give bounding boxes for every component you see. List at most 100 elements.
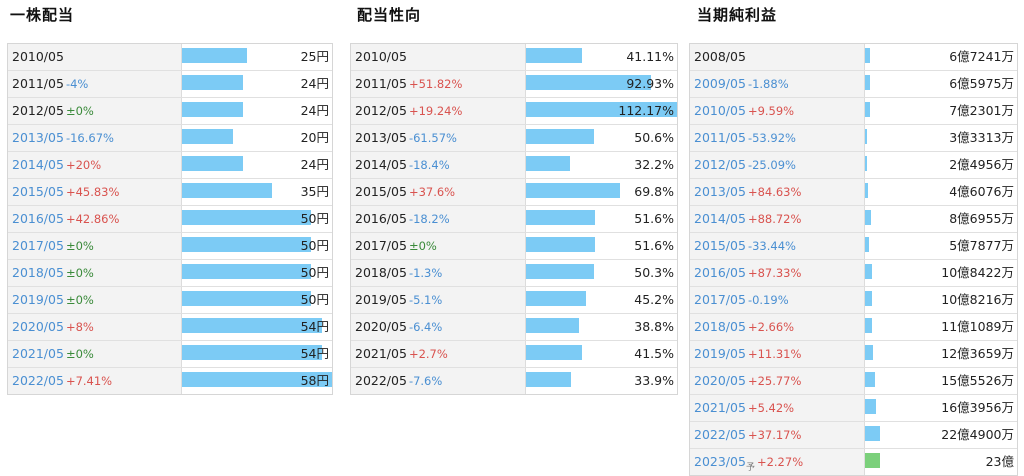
row-label: 2013/05 +84.63% <box>690 179 865 205</box>
year-link[interactable]: 2013/05 <box>12 130 64 145</box>
change-percent: +37.17% <box>747 428 802 442</box>
value-text: 69.8% <box>634 184 674 199</box>
year-link[interactable]: 2016/05 <box>12 211 64 226</box>
change-percent: +2.7% <box>408 347 448 361</box>
value-cell: 24円 <box>182 152 332 178</box>
table-row: 2021/05 +5.42% 16億3956万 <box>690 395 1017 422</box>
value-cell: 38.8% <box>526 314 677 340</box>
table-row: 2021/05 +2.7% 41.5% <box>351 341 677 368</box>
value-cell: 8億6955万 <box>865 206 1017 232</box>
value-text: 12億3659万 <box>941 346 1014 361</box>
value-bar <box>865 75 870 90</box>
value-text: 50円 <box>300 211 329 226</box>
row-label: 2016/05 -18.2% <box>351 206 526 232</box>
table-row: 2014/05 +88.72% 8億6955万 <box>690 206 1017 233</box>
year-link[interactable]: 2016/05 <box>694 265 746 280</box>
table-row: 2016/05 -18.2% 51.6% <box>351 206 677 233</box>
change-percent: +9.59% <box>747 104 795 118</box>
value-cell: 11億1089万 <box>865 314 1017 340</box>
change-percent: +11.31% <box>747 347 802 361</box>
year-link[interactable]: 2017/05 <box>694 292 746 307</box>
year-link[interactable]: 2010/05 <box>694 103 746 118</box>
year-link[interactable]: 2023/05 <box>694 454 746 469</box>
table-row: 2020/05 +25.77% 15億5526万 <box>690 368 1017 395</box>
year-link[interactable]: 2014/05 <box>694 211 746 226</box>
table-row: 2012/05 ±0% 24円 <box>8 98 332 125</box>
row-label: 2009/05 -1.88% <box>690 71 865 97</box>
value-cell: 5億7877万 <box>865 233 1017 259</box>
year-link[interactable]: 2012/05 <box>694 157 746 172</box>
value-cell: 24円 <box>182 71 332 97</box>
change-percent: ±0% <box>65 293 94 307</box>
table-row: 2019/05 -5.1% 45.2% <box>351 287 677 314</box>
value-bar <box>865 264 872 279</box>
value-cell: 4億6076万 <box>865 179 1017 205</box>
value-text: 50.3% <box>634 265 674 280</box>
year-link[interactable]: 2011/05 <box>694 130 746 145</box>
row-label: 2015/05 -33.44% <box>690 233 865 259</box>
year-link[interactable]: 2018/05 <box>694 319 746 334</box>
value-cell: 69.8% <box>526 179 677 205</box>
value-text: 6億7241万 <box>949 49 1014 64</box>
year-link[interactable]: 2017/05 <box>12 238 64 253</box>
value-cell: 58円 <box>182 368 332 394</box>
year-link[interactable]: 2022/05 <box>12 373 64 388</box>
value-bar <box>182 318 322 333</box>
value-bar <box>865 102 870 117</box>
value-text: 58円 <box>300 373 329 388</box>
year-link[interactable]: 2019/05 <box>694 346 746 361</box>
value-cell: 50円 <box>182 233 332 259</box>
value-cell: 12億3659万 <box>865 341 1017 367</box>
value-text: 7億2301万 <box>949 103 1014 118</box>
year-link[interactable]: 2015/05 <box>12 184 64 199</box>
year-link[interactable]: 2014/05 <box>12 157 64 172</box>
row-label: 2020/05 -6.4% <box>351 314 526 340</box>
year-link[interactable]: 2015/05 <box>694 238 746 253</box>
payout-title: 配当性向 <box>357 6 422 24</box>
value-text: 24円 <box>300 76 329 91</box>
year-label: 2010/05 <box>355 49 407 64</box>
value-text: 5億7877万 <box>949 238 1014 253</box>
value-cell: 20円 <box>182 125 332 151</box>
year-link[interactable]: 2018/05 <box>12 265 64 280</box>
year-link[interactable]: 2020/05 <box>12 319 64 334</box>
value-text: 4億6076万 <box>949 184 1014 199</box>
value-text: 16億3956万 <box>941 400 1014 415</box>
change-percent: -4% <box>65 77 89 91</box>
value-text: 3億3313万 <box>949 130 1014 145</box>
value-bar <box>182 264 311 279</box>
value-text: 24円 <box>300 157 329 172</box>
year-link[interactable]: 2021/05 <box>694 400 746 415</box>
year-link[interactable]: 2013/05 <box>694 184 746 199</box>
change-percent: +20% <box>65 158 102 172</box>
value-text: 41.5% <box>634 346 674 361</box>
change-percent: +19.24% <box>408 104 463 118</box>
change-percent: ±0% <box>65 104 94 118</box>
year-link[interactable]: 2021/05 <box>12 346 64 361</box>
value-cell: 3億3313万 <box>865 125 1017 151</box>
table-row: 2012/05 -25.09% 2億4956万 <box>690 152 1017 179</box>
payout-table: 2010/05 41.11% 2011/05 +51.82% 92.93% 2012/05… <box>350 43 678 395</box>
year-link[interactable]: 2009/05 <box>694 76 746 91</box>
year-link[interactable]: 2020/05 <box>694 373 746 388</box>
value-bar <box>865 129 867 144</box>
year-link[interactable]: 2022/05 <box>694 427 746 442</box>
table-row: 2018/05 ±0% 50円 <box>8 260 332 287</box>
change-percent: +25.77% <box>747 374 802 388</box>
value-cell: 41.5% <box>526 341 677 367</box>
value-cell: 15億5526万 <box>865 368 1017 394</box>
value-cell: 6億5975万 <box>865 71 1017 97</box>
row-label: 2013/05 -16.67% <box>8 125 182 151</box>
value-text: 32.2% <box>634 157 674 172</box>
year-label: 2021/05 <box>355 346 407 361</box>
table-row: 2014/05 -18.4% 32.2% <box>351 152 677 179</box>
value-bar <box>526 156 570 171</box>
change-percent: -25.09% <box>747 158 796 172</box>
value-bar <box>182 237 311 252</box>
table-row: 2022/05 -7.6% 33.9% <box>351 368 677 394</box>
value-bar <box>526 318 579 333</box>
change-percent: +45.83% <box>65 185 120 199</box>
value-text: 51.6% <box>634 211 674 226</box>
row-label: 2011/05 +51.82% <box>351 71 526 97</box>
year-link[interactable]: 2019/05 <box>12 292 64 307</box>
